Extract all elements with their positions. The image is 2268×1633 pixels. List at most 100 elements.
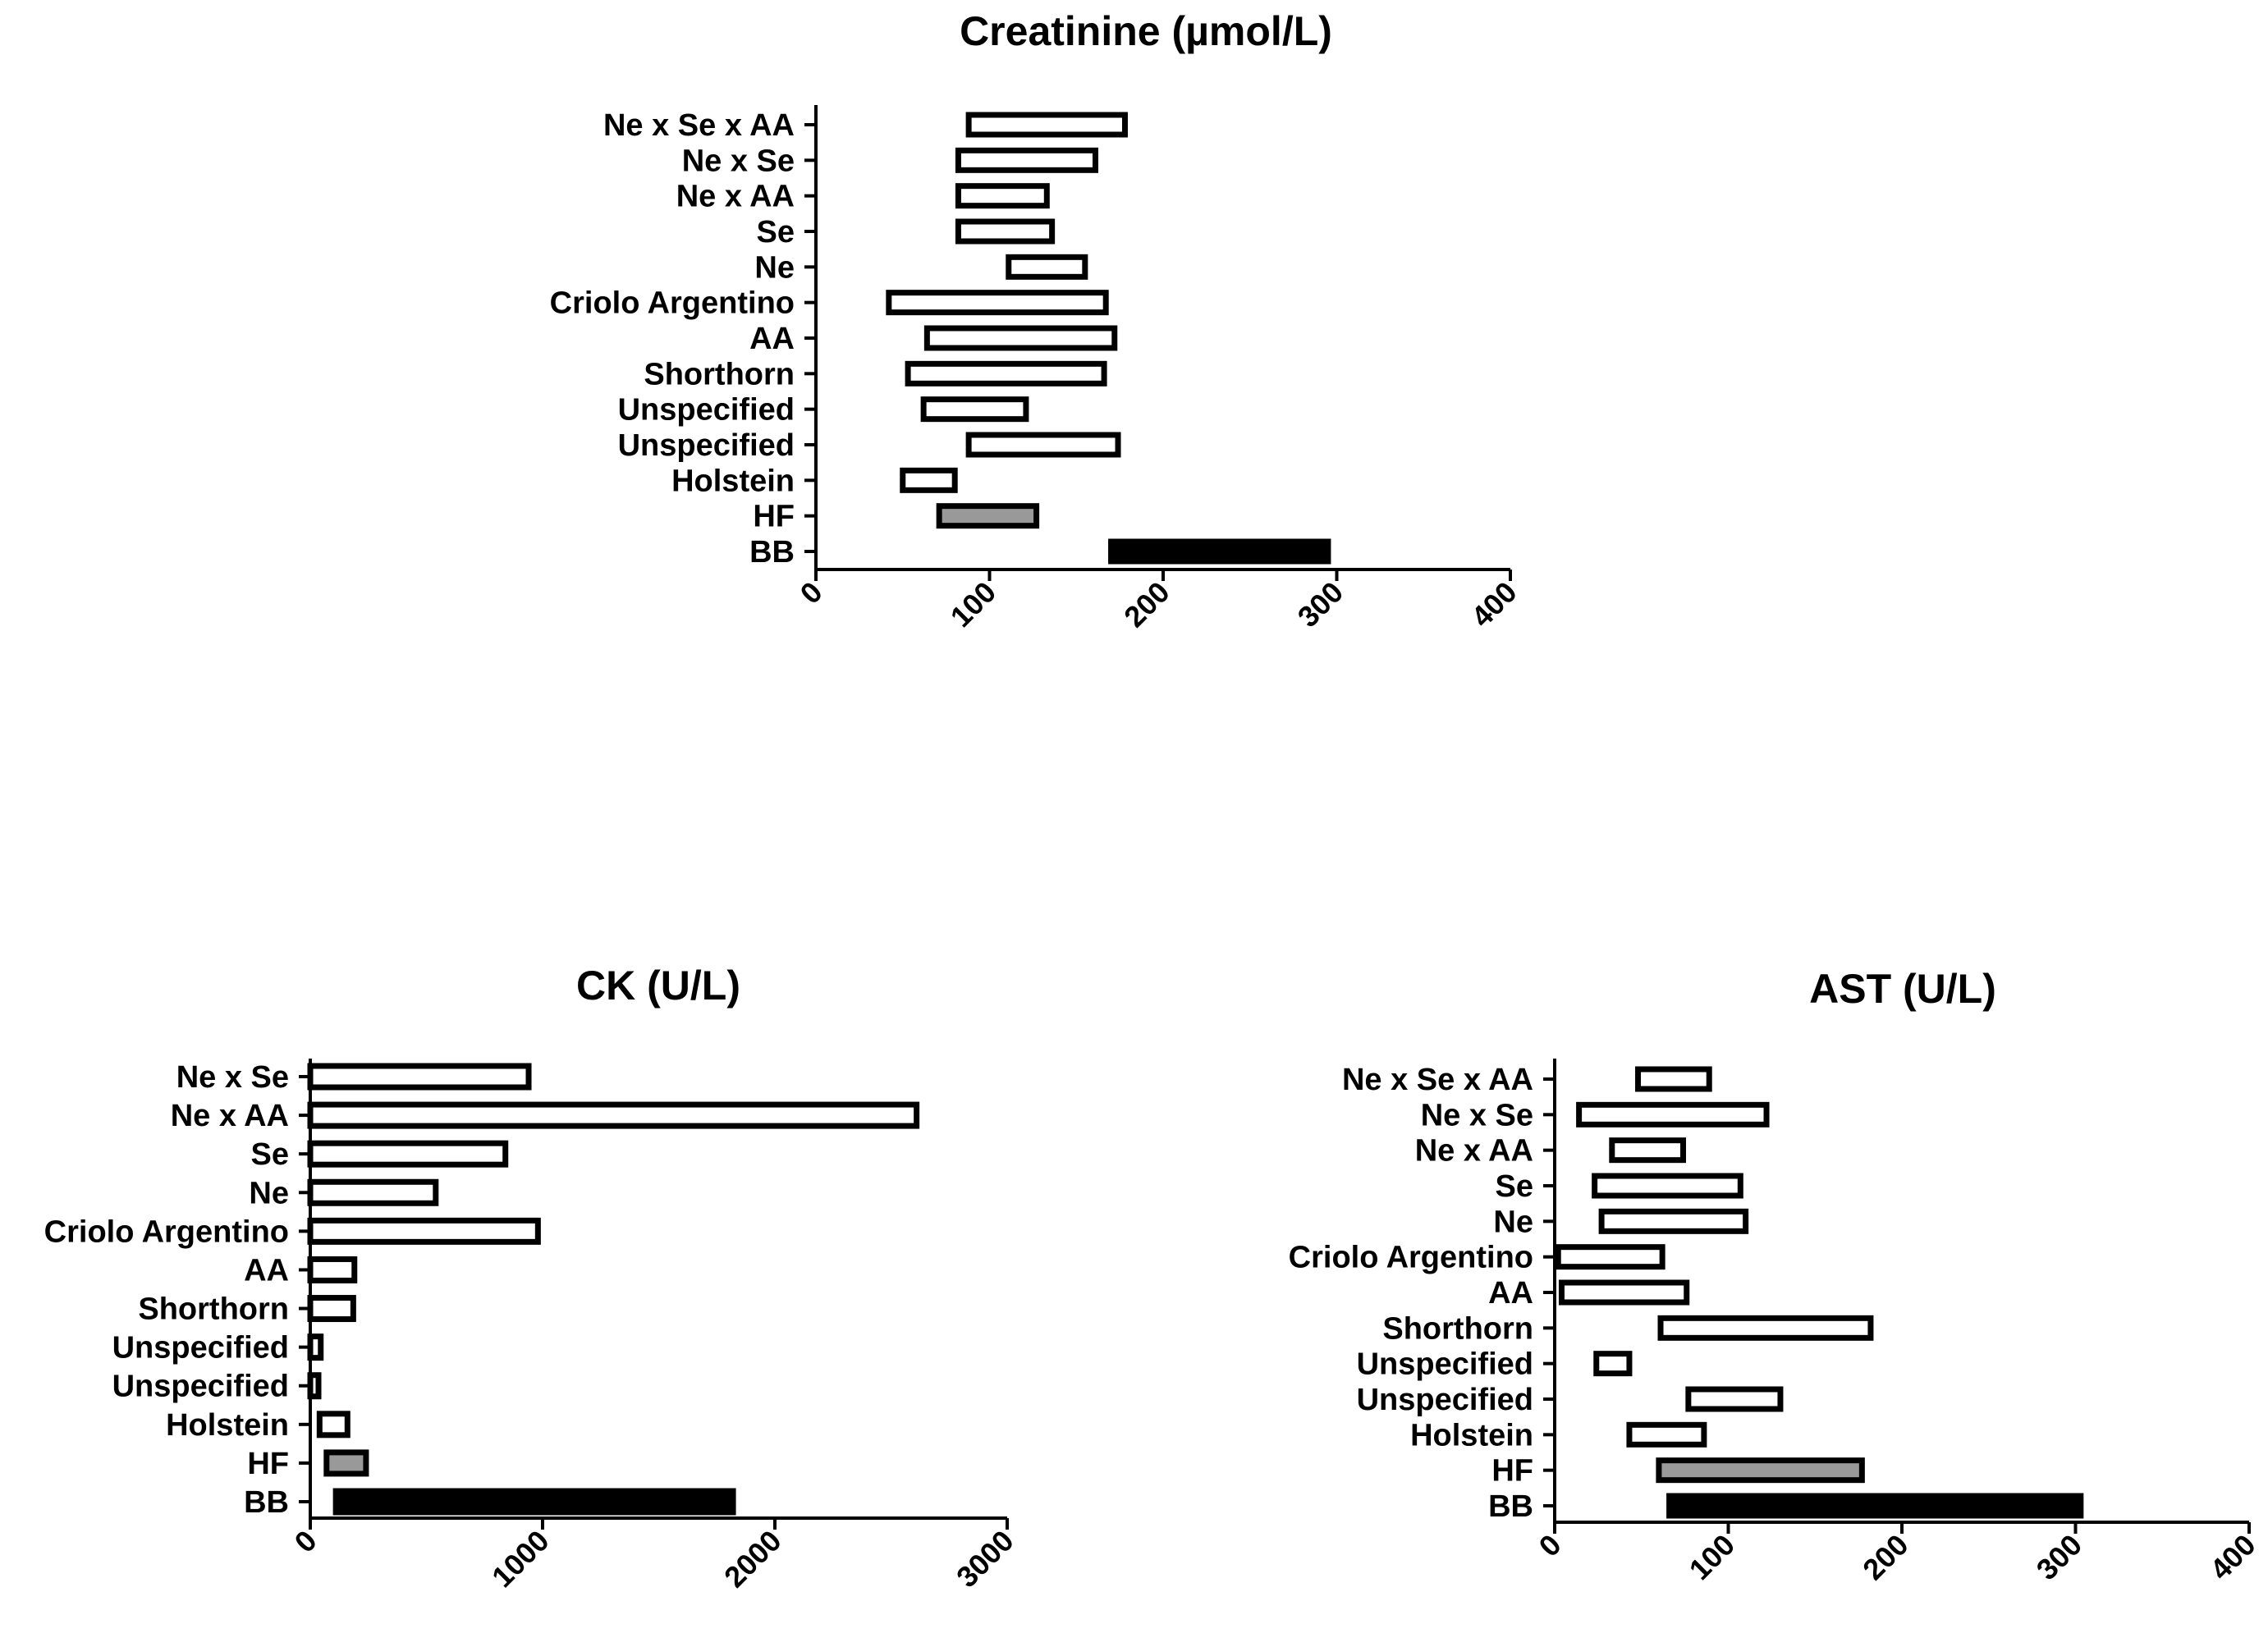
creatinine-bar	[923, 325, 1118, 351]
ck-bar	[307, 1256, 358, 1283]
creatinine-bar	[920, 396, 1029, 423]
creatinine-bar	[955, 147, 1099, 173]
ast-category-label: Unspecified	[1357, 1347, 1533, 1382]
ck-bars	[307, 1063, 920, 1516]
ast-bar	[1555, 1244, 1665, 1270]
ck-bar	[307, 1372, 322, 1400]
ast-bar	[1666, 1493, 2084, 1519]
ast-bar	[1635, 1066, 1712, 1092]
ast-bars	[1555, 1066, 2084, 1519]
ast-title: AST (U/L)	[1809, 966, 1996, 1012]
creatinine-bar	[886, 290, 1109, 316]
ast-category-label: Ne	[1493, 1205, 1533, 1239]
ck-title: CK (U/L)	[576, 963, 740, 1009]
ast-x-tick-label: 100	[1683, 1528, 1741, 1586]
ast-category-label: Se	[1496, 1169, 1533, 1204]
creatinine-category-label: Ne x Se	[682, 144, 795, 178]
creatinine-bar	[900, 467, 958, 493]
creatinine-bar	[965, 112, 1128, 138]
creatinine-category-label: Unspecified	[618, 393, 795, 428]
ast-bar	[1657, 1315, 1874, 1341]
ck-x-tick-label: 2000	[717, 1524, 788, 1594]
ck-category-label: Ne	[249, 1176, 289, 1210]
creatinine-bar	[1006, 254, 1088, 280]
ast-x-tick-label: 300	[2030, 1528, 2088, 1586]
ast-category-label: Ne x AA	[1415, 1134, 1533, 1169]
ast-category-label: BB	[1488, 1489, 1533, 1524]
ck-category-label: BB	[244, 1485, 289, 1520]
creatinine-category-label: Ne x AA	[676, 180, 795, 214]
creatinine-bars	[886, 112, 1331, 565]
ck-bar	[323, 1449, 369, 1477]
ast-category-label: HF	[1491, 1454, 1533, 1489]
creatinine-category-label: Ne x Se x AA	[603, 108, 795, 143]
ast-category-label: Criolo Argentino	[1289, 1241, 1533, 1275]
ast-x-tick-label: 0	[1533, 1528, 1568, 1563]
ck-category-label: Holstein	[166, 1408, 289, 1443]
ast-category-label: Unspecified	[1357, 1383, 1533, 1417]
creatinine-y-tick-marks	[804, 123, 816, 553]
ck-bar	[307, 1333, 324, 1361]
ast-x-tick-label: 400	[2203, 1528, 2261, 1586]
creatinine-x-ticks: 0 100 200 300 400	[794, 569, 1523, 634]
creatinine-x-tick-label: 400	[1464, 575, 1523, 634]
ast-bar	[1558, 1279, 1690, 1306]
ast-y-tick-marks	[1543, 1077, 1555, 1507]
ck-category-label: Unspecified	[112, 1370, 289, 1404]
creatinine-x-tick-label: 0	[794, 575, 829, 611]
ck-category-label: Unspecified	[112, 1331, 289, 1365]
ck-x-tick-label: 3000	[950, 1524, 1020, 1594]
creatinine-bar	[905, 360, 1107, 387]
ast-category-label: Ne x Se x AA	[1342, 1063, 1533, 1097]
ck-bar	[307, 1140, 509, 1168]
creatinine-category-label: Holstein	[671, 464, 795, 498]
creatinine-x-tick-label: 300	[1291, 575, 1349, 634]
ck-bar	[332, 1488, 736, 1516]
creatinine-category-label: Criolo Argentino	[550, 286, 795, 321]
ck-category-label: Shorthorn	[138, 1292, 289, 1327]
ast-bar	[1576, 1101, 1770, 1128]
ck-category-label: Se	[251, 1137, 289, 1172]
ast-bar	[1598, 1208, 1749, 1234]
ast-category-label: Shorthorn	[1382, 1311, 1533, 1346]
ast-bar	[1592, 1173, 1743, 1199]
ck-bar	[307, 1178, 439, 1206]
ck-bar	[307, 1063, 532, 1091]
ast-category-label: AA	[1488, 1276, 1533, 1311]
creatinine-bar	[1108, 538, 1331, 565]
ast-category-label: Holstein	[1410, 1418, 1533, 1452]
ast-bar	[1626, 1421, 1707, 1448]
ck-category-label: AA	[244, 1253, 289, 1288]
ck-chart: CK (U/L) Ne x Se Ne x AA Se Ne Criolo Argent…	[44, 963, 1020, 1594]
creatinine-bar	[965, 432, 1121, 458]
ast-category-label: Ne x Se	[1421, 1098, 1533, 1132]
creatinine-bar	[936, 503, 1040, 529]
creatinine-category-label: Unspecified	[618, 428, 795, 463]
ck-category-labels: Ne x Se Ne x AA Se Ne Criolo Argentino AA Shor…	[44, 1060, 289, 1520]
ck-bar	[307, 1217, 541, 1245]
ast-x-tick-label: 200	[1856, 1528, 1914, 1586]
ck-bar	[307, 1101, 920, 1129]
creatinine-x-tick-label: 100	[944, 575, 1002, 634]
creatinine-title: Creatinine (µmol/L)	[960, 8, 1332, 54]
creatinine-category-label: Se	[757, 215, 795, 249]
ck-category-label: HF	[247, 1447, 289, 1481]
ast-bar	[1656, 1457, 1865, 1484]
ck-category-label: Criolo Argentino	[44, 1214, 289, 1249]
ck-x-tick-label: 0	[288, 1524, 323, 1559]
creatinine-category-label: Ne	[754, 250, 795, 285]
ck-x-tick-label: 1000	[485, 1524, 556, 1594]
creatinine-category-label: BB	[749, 535, 795, 569]
ast-bar	[1609, 1137, 1687, 1164]
ast-x-ticks: 0 100 200 300 400	[1533, 1522, 2262, 1586]
creatinine-category-label: Shorthorn	[644, 357, 795, 391]
ck-bar	[316, 1411, 351, 1439]
creatinine-bar	[955, 218, 1056, 245]
ast-bar	[1685, 1386, 1784, 1412]
ck-x-ticks: 0 1000 2000 3000	[288, 1518, 1020, 1594]
